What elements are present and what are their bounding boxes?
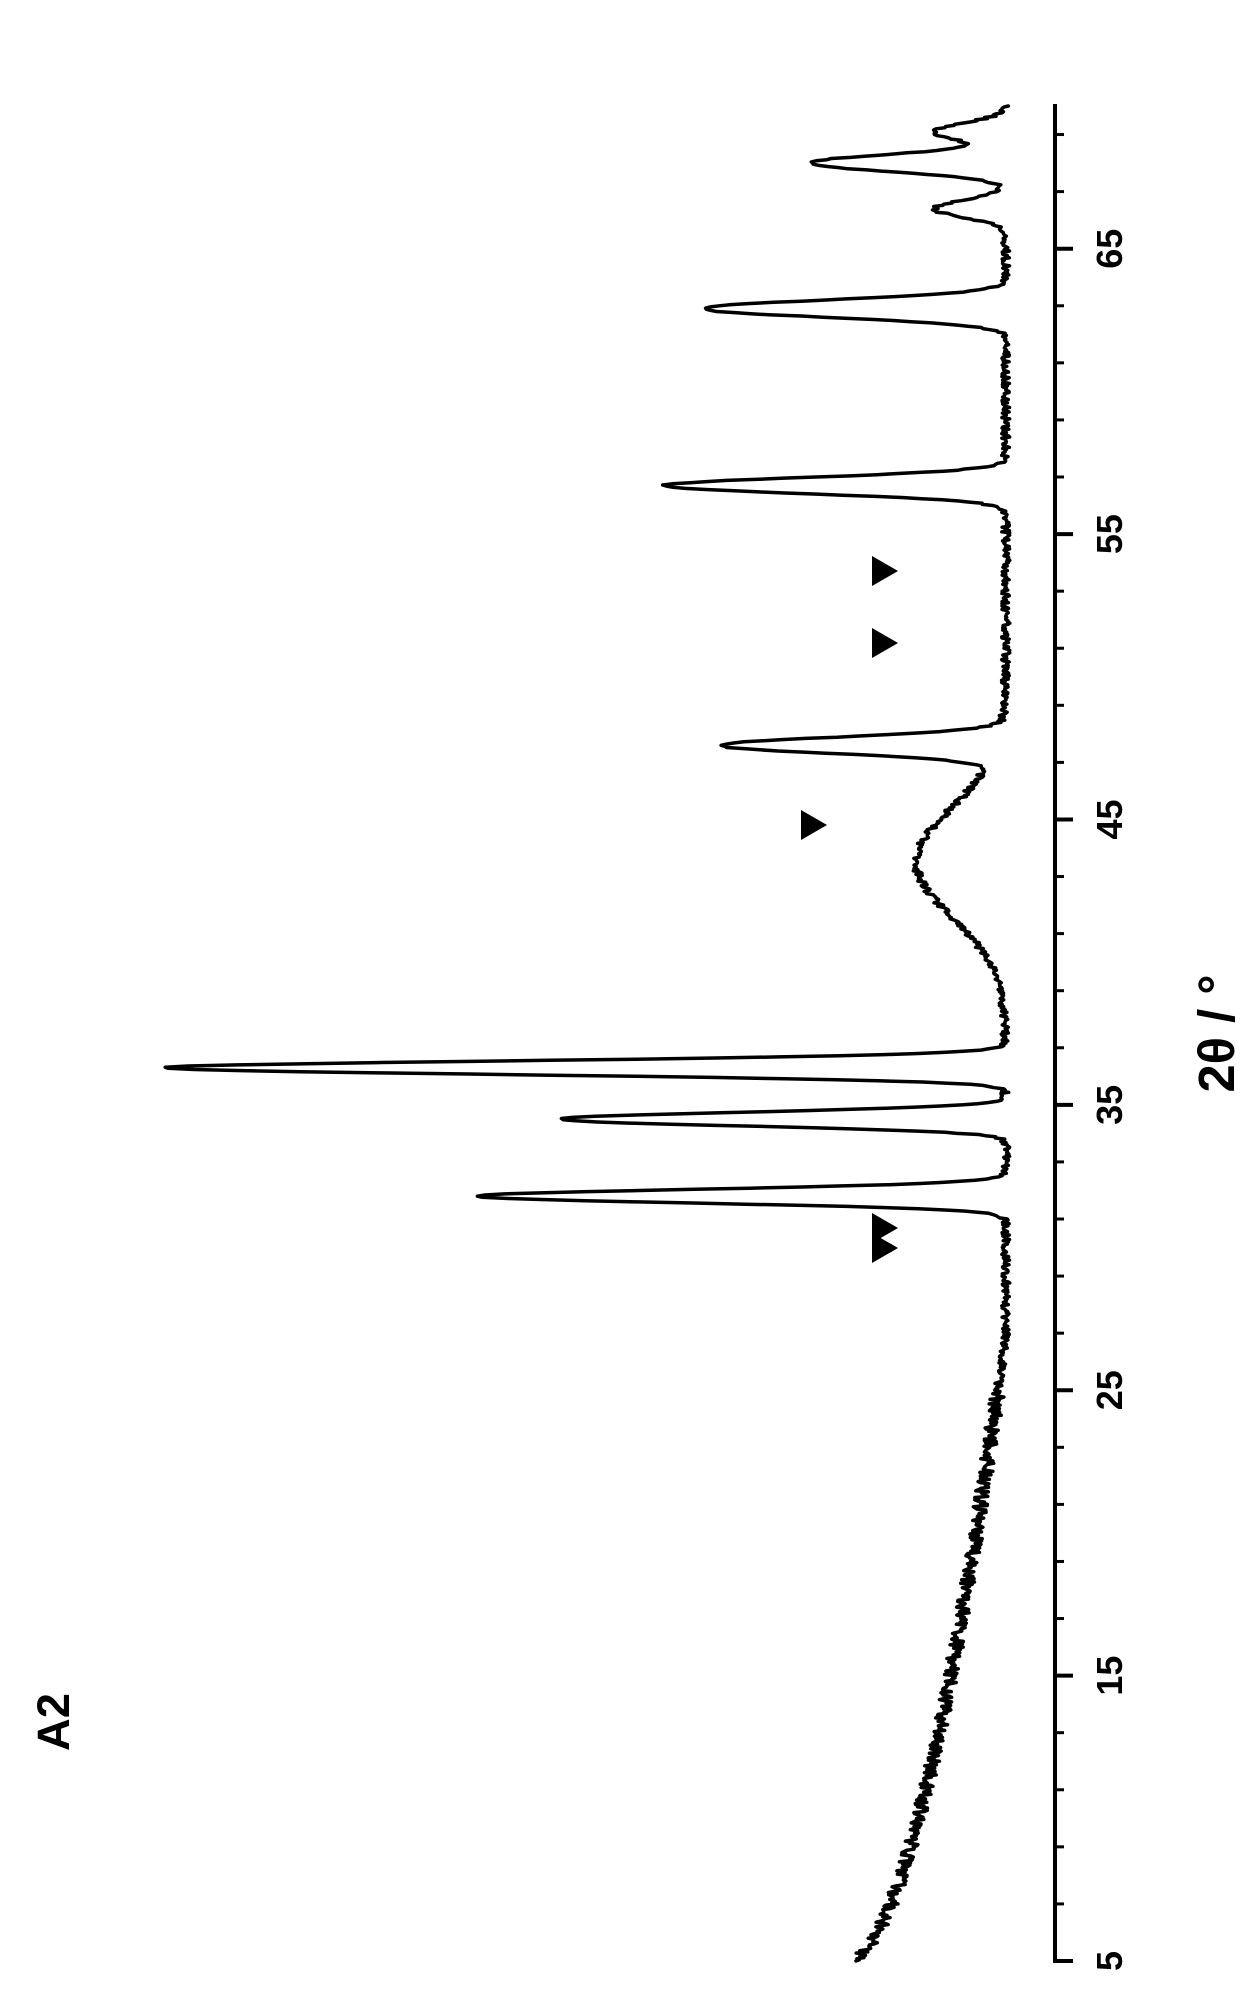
panel-label: A2: [28, 1693, 80, 1751]
triangle-marker-icon: [872, 556, 898, 586]
marker-layer: [0, 0, 1240, 2016]
figure-rotator: 5152535455565 2θ / ° A2: [0, 0, 1240, 2016]
triangle-marker-icon: [872, 628, 898, 658]
triangle-marker-icon: [872, 1213, 898, 1243]
triangle-marker-icon: [801, 810, 827, 840]
